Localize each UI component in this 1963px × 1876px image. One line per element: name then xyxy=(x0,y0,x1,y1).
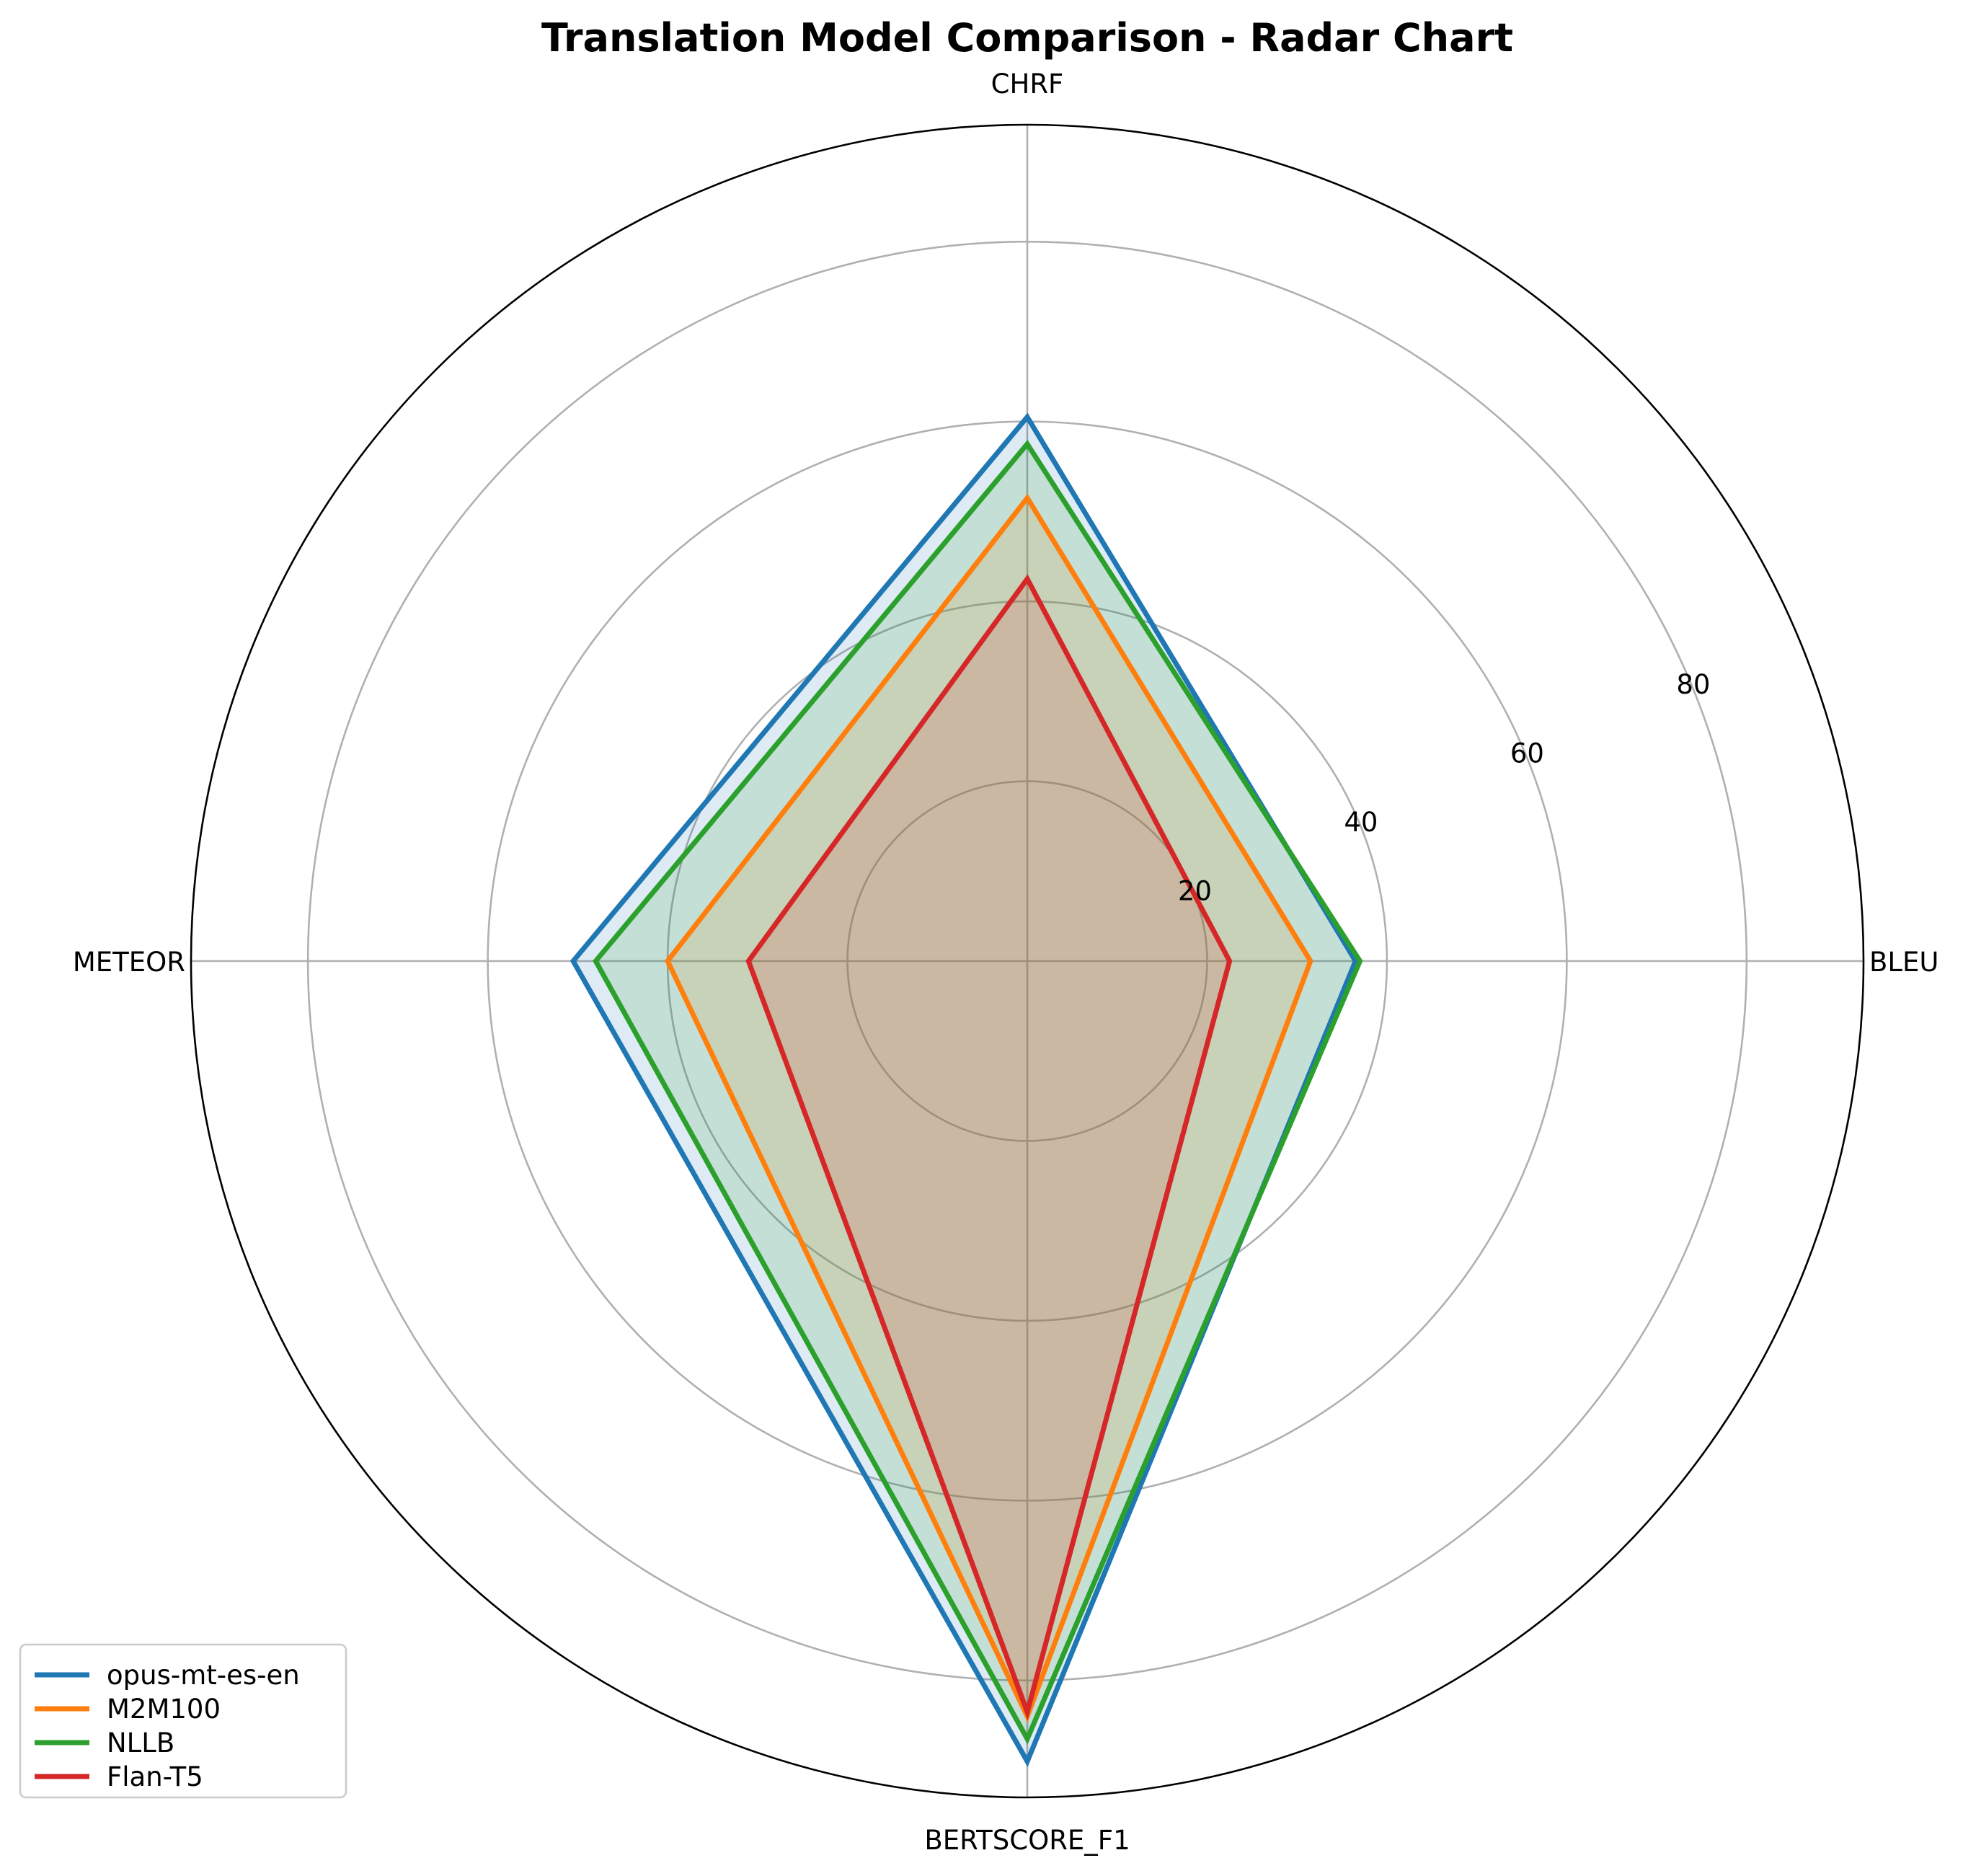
legend-label-flan-t5: Flan-T5 xyxy=(107,1761,203,1792)
r-tick-label-60: 60 xyxy=(1510,738,1544,769)
legend-label-nllb: NLLB xyxy=(107,1727,174,1758)
axis-label-chrf: CHRF xyxy=(991,68,1064,99)
r-tick-label-80: 80 xyxy=(1676,669,1710,700)
r-tick-label-40: 40 xyxy=(1344,807,1378,838)
chart-title: Translation Model Comparison - Radar Cha… xyxy=(541,15,1513,61)
r-tick-label-20: 20 xyxy=(1178,876,1212,907)
legend-label-opus-mt-es-en: opus-mt-es-en xyxy=(107,1660,300,1691)
axis-label-meteor: METEOR xyxy=(73,947,185,978)
legend-label-m2m100: M2M100 xyxy=(107,1694,221,1725)
axis-label-bleu: BLEU xyxy=(1869,947,1938,978)
axis-label-bertscore-f1: BERTSCORE_F1 xyxy=(924,1825,1130,1856)
series-fill-layer xyxy=(573,417,1360,1761)
